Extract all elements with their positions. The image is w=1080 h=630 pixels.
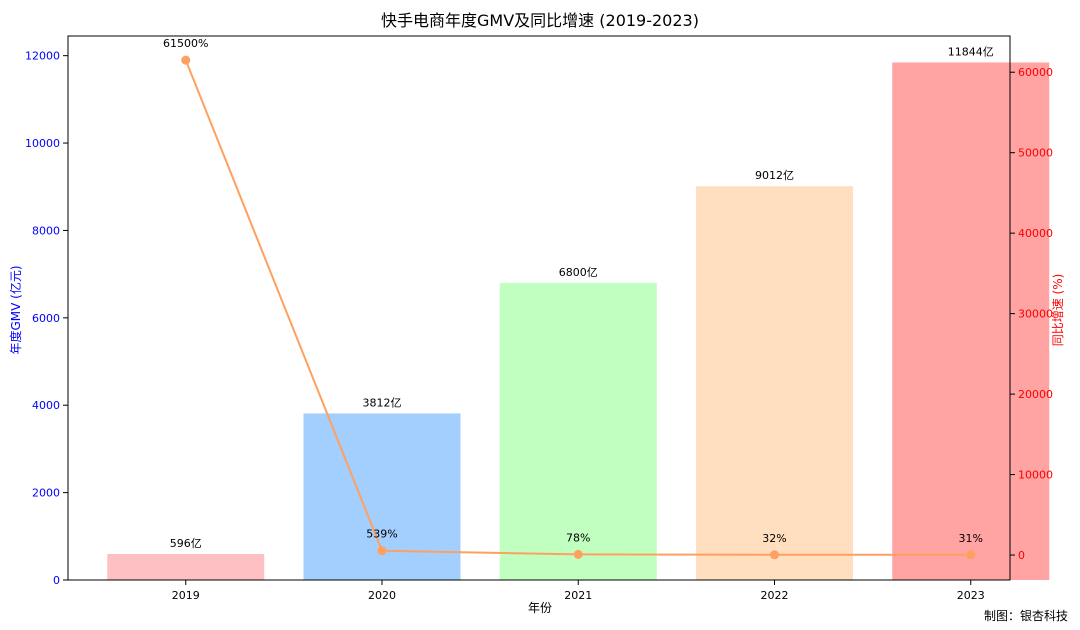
chart-axes: 2019 2020 2021 2022 2023 0 2000 4000 6000 8000 100… [25,35,1053,602]
y-tick-label-left: 4000 [32,399,60,412]
chart-title: 快手电商年度GMV及同比增速 (2019-2023) [381,11,699,30]
y-axis-label-right: 同比增速 (%) [1051,274,1065,347]
growth-point [770,550,779,560]
bar-data-label: 6800亿 [559,266,598,279]
x-axis-label: 年份 [528,601,552,615]
plot-frame [67,35,1011,581]
growth-data-label: 539% [366,528,397,541]
x-tick-label: 2020 [368,589,396,602]
growth-point [573,549,583,559]
bar-data-label: 11844亿 [948,45,994,58]
y-tick-label-left: 2000 [32,487,60,500]
bar-series: 596亿 3812亿 6800亿 9012亿 11844亿 [107,45,1050,581]
bar-data-label: 596亿 [170,537,202,550]
x-tick-label: 2022 [761,589,789,602]
x-tick-label: 2021 [564,589,592,602]
y-tick-label-right: 10000 [1018,469,1053,482]
bar [696,186,853,580]
y-tick-label-right: 30000 [1018,308,1053,321]
growth-data-label: 78% [566,531,590,544]
growth-data-label: 31% [959,532,983,545]
chart-credit: 制图：银杏科技 [983,609,1068,623]
x-tick-label: 2023 [957,589,985,602]
y-axis-label-left: 年度GMV (亿元) [8,265,23,354]
line-series: 61500% 539% 78% 32% 31% [163,37,983,560]
y-tick-label-left: 6000 [32,312,60,325]
y-tick-label-left: 10000 [25,137,60,150]
growth-data-label: 61500% [163,37,208,50]
bar [892,62,1050,581]
growth-point [966,550,976,560]
y-tick-label-right: 50000 [1018,147,1053,160]
y-tick-label-right: 60000 [1018,66,1053,79]
bar [107,553,265,580]
y-tick-label-left: 12000 [25,50,60,63]
bar-data-label: 3812亿 [363,396,402,409]
growth-data-label: 32% [762,532,786,545]
bar [499,282,657,580]
y-tick-label-left: 8000 [32,224,60,237]
y-tick-label-left: 0 [53,574,60,587]
y-tick-label-right: 20000 [1018,388,1053,401]
x-tick-label: 2019 [172,589,200,602]
y-tick-label-right: 40000 [1018,227,1053,240]
growth-point [181,55,191,65]
growth-point [377,546,387,556]
y-tick-label-right: 0 [1018,549,1025,562]
bar-data-label: 9012亿 [755,169,794,182]
